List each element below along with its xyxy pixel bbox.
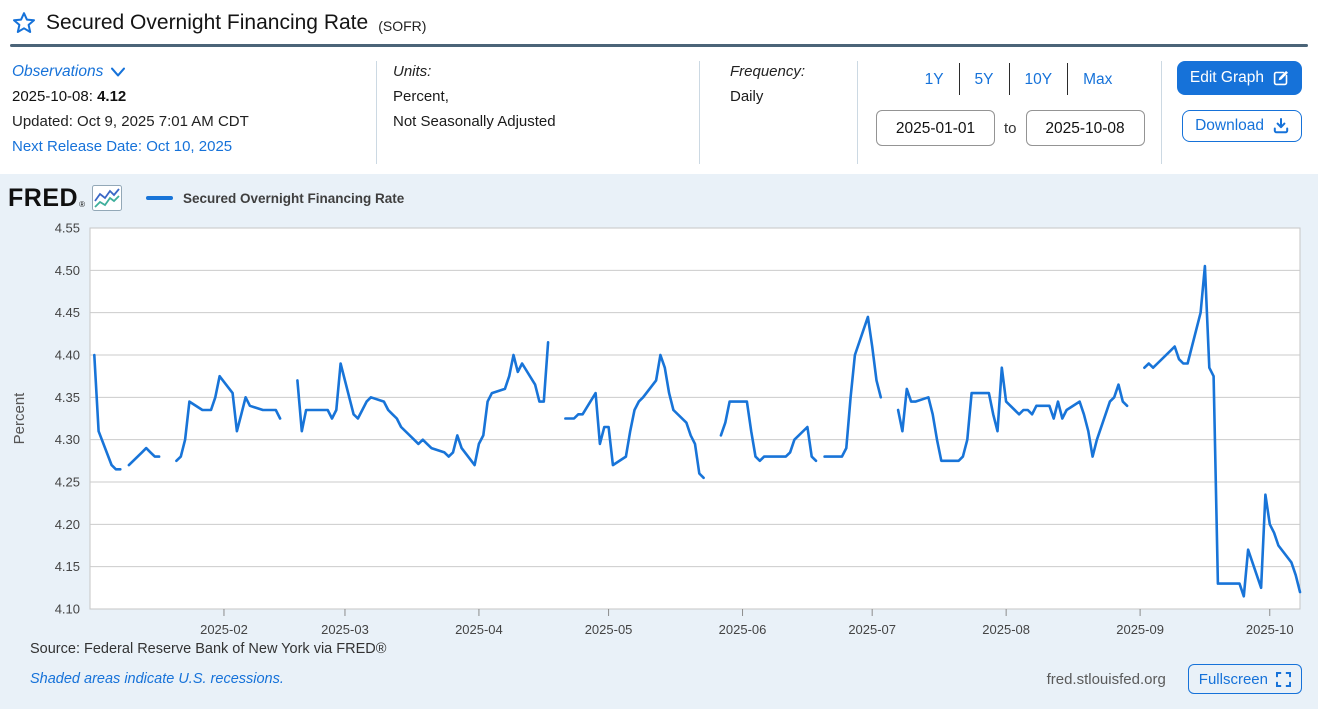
range-shortcuts: 1Y 5Y 10Y Max [876, 63, 1161, 95]
units-value-line2: Not Seasonally Adjusted [393, 113, 556, 130]
observations-dropdown[interactable]: Observations [12, 59, 376, 84]
range-button-max[interactable]: Max [1083, 70, 1113, 88]
edit-graph-button[interactable]: Edit Graph [1176, 61, 1302, 95]
divider [857, 61, 858, 164]
svg-text:2025-02: 2025-02 [200, 622, 248, 637]
fullscreen-label: Fullscreen [1198, 670, 1268, 688]
actions-panel: Edit Graph Download [1162, 59, 1318, 166]
latest-observation-date: 2025-10-08: [12, 88, 93, 105]
range-button-1y[interactable]: 1Y [924, 70, 944, 88]
chart-header: FRED ® Secured Overnight Financing Rate [0, 174, 1318, 213]
page-title: Secured Overnight Financing Rate [46, 11, 369, 34]
units-panel: Units: Percent, Not Seasonally Adjusted [377, 59, 699, 166]
next-release-link[interactable]: Next Release Date: Oct 10, 2025 [12, 138, 233, 155]
fred-logo: FRED [8, 183, 79, 212]
title-divider [10, 44, 1308, 47]
svg-text:4.45: 4.45 [55, 305, 80, 320]
site-domain: fred.stlouisfed.org [1046, 670, 1166, 688]
date-range-panel: 1Y 5Y 10Y Max 2025-01-01 to 2025-10-08 [858, 59, 1161, 166]
fullscreen-button[interactable]: Fullscreen [1187, 664, 1302, 694]
divider [699, 61, 700, 164]
divider [376, 61, 377, 164]
range-button-5y[interactable]: 5Y [974, 70, 994, 88]
date-range-inputs: 2025-01-01 to 2025-10-08 [876, 110, 1161, 146]
units-label: Units: [393, 63, 432, 80]
recession-note-link[interactable]: Shaded areas indicate U.S. recessions. [30, 671, 284, 687]
svg-text:Percent: Percent [11, 392, 28, 445]
latest-observation: 2025-10-08: 4.12 [12, 84, 376, 109]
page-title-suffix: (SOFR) [378, 17, 427, 34]
svg-text:4.25: 4.25 [55, 475, 80, 490]
svg-text:4.40: 4.40 [55, 348, 80, 363]
observations-label: Observations [12, 63, 104, 80]
download-button[interactable]: Download [1182, 110, 1302, 142]
fred-chart-logo-icon [91, 185, 122, 211]
sofr-line-chart[interactable]: 4.10 4.15 4.20 4.25 4.30 4.35 4.40 4.45 4.50 4.55… [0, 213, 1318, 637]
svg-text:4.20: 4.20 [55, 517, 80, 532]
svg-text:4.15: 4.15 [55, 559, 80, 574]
legend-line-swatch [145, 196, 173, 200]
download-label: Download [1195, 117, 1264, 134]
units-value-line1: Percent, [393, 88, 449, 105]
svg-text:2025-05: 2025-05 [585, 622, 633, 637]
divider [1161, 61, 1162, 164]
series-meta-row: Observations 2025-10-08: 4.12 Updated: O… [0, 47, 1318, 174]
footer-bottom-row: Shaded areas indicate U.S. recessions. f… [30, 664, 1318, 694]
end-date-input[interactable]: 2025-10-08 [1025, 110, 1145, 146]
svg-text:4.50: 4.50 [55, 263, 80, 278]
frequency-panel: Frequency: Daily [700, 59, 857, 166]
favorite-star-icon[interactable] [12, 11, 36, 35]
latest-observation-value: 4.12 [97, 88, 127, 105]
edit-pencil-icon [1273, 70, 1288, 86]
legend-series-label: Secured Overnight Financing Rate [182, 190, 405, 206]
source-attribution: Source: Federal Reserve Bank of New York… [30, 641, 387, 657]
svg-text:2025-08: 2025-08 [982, 622, 1030, 637]
fullscreen-icon [1276, 671, 1291, 687]
svg-text:2025-09: 2025-09 [1116, 622, 1164, 637]
divider [1067, 63, 1069, 95]
chart-footer: Source: Federal Reserve Bank of New York… [0, 637, 1318, 694]
chart-plot-area[interactable]: 4.10 4.15 4.20 4.25 4.30 4.35 4.40 4.45 4.50 4.55… [0, 213, 1318, 637]
svg-text:2025-04: 2025-04 [455, 622, 503, 637]
observations-panel: Observations 2025-10-08: 4.12 Updated: O… [12, 59, 376, 166]
svg-text:2025-10: 2025-10 [1246, 622, 1294, 637]
range-button-10y[interactable]: 10Y [1024, 70, 1053, 88]
start-date-input[interactable]: 2025-01-01 [876, 110, 995, 146]
svg-text:2025-03: 2025-03 [321, 622, 369, 637]
edit-graph-label: Edit Graph [1189, 69, 1264, 86]
download-icon [1273, 118, 1289, 134]
title-bar: Secured Overnight Financing Rate (SOFR) [0, 0, 1318, 40]
svg-text:4.35: 4.35 [55, 390, 80, 405]
registered-mark: ® [79, 200, 85, 209]
chevron-down-icon [111, 67, 126, 76]
divider [958, 63, 960, 95]
frequency-label: Frequency: [730, 63, 806, 80]
divider [1008, 63, 1010, 95]
svg-text:4.30: 4.30 [55, 432, 80, 447]
svg-text:4.55: 4.55 [55, 221, 80, 236]
frequency-value: Daily [730, 88, 764, 105]
svg-text:2025-07: 2025-07 [848, 622, 896, 637]
to-label: to [1004, 119, 1017, 137]
svg-text:2025-06: 2025-06 [719, 622, 767, 637]
chart-section: FRED ® Secured Overnight Financing Rate … [0, 174, 1318, 709]
svg-text:4.10: 4.10 [55, 602, 80, 617]
updated-timestamp: Updated: Oct 9, 2025 7:01 AM CDT [12, 113, 249, 130]
